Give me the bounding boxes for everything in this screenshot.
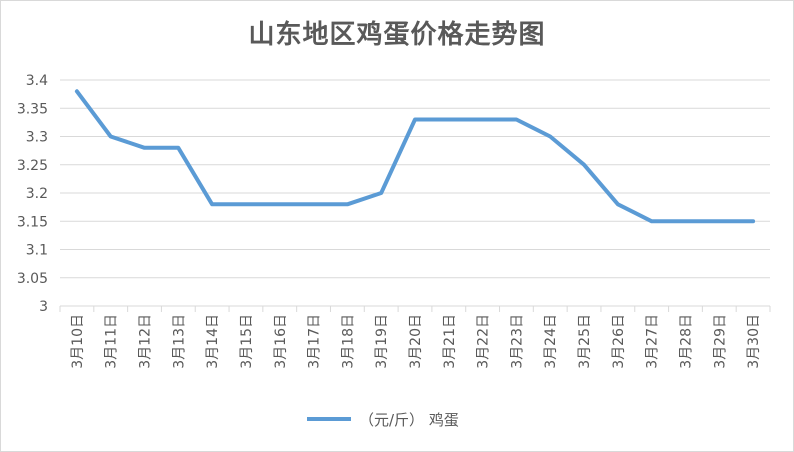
y-tick-label: 3.3 (26, 130, 48, 146)
y-tick-label: 3.1 (26, 243, 48, 259)
x-tick-label: 3月28日 (678, 314, 694, 369)
y-tick-label: 3.35 (17, 101, 48, 117)
x-tick-label: 3月11日 (104, 314, 120, 369)
x-tick-label: 3月19日 (374, 314, 390, 369)
x-tick-label: 3月10日 (70, 314, 86, 369)
x-tick-label: 3月22日 (476, 314, 492, 369)
x-tick-label: 3月20日 (408, 314, 424, 369)
x-tick-label: 3月23日 (509, 314, 525, 369)
x-tick-label: 3月12日 (138, 314, 154, 369)
x-tick-label: 3月24日 (543, 314, 559, 369)
x-tick-label: 3月18日 (340, 314, 356, 369)
x-tick-label: 3月27日 (645, 314, 661, 369)
x-tick-label: 3月14日 (205, 314, 221, 369)
y-tick-label: 3 (39, 299, 48, 315)
legend-label: （元/斤） 鸡蛋 (359, 410, 459, 429)
y-tick-label: 3.05 (17, 271, 48, 287)
x-tick-label: 3月26日 (611, 314, 627, 369)
y-tick-label: 3.15 (17, 214, 48, 230)
x-tick-label: 3月15日 (239, 314, 255, 369)
x-tick-label: 3月21日 (442, 314, 458, 369)
y-tick-label: 3.25 (17, 158, 48, 174)
y-tick-label: 3.4 (26, 73, 48, 89)
chart-title: 山东地区鸡蛋价格走势图 (248, 20, 546, 50)
x-tick-label: 3月30日 (746, 314, 762, 369)
x-tick-label: 3月25日 (577, 314, 593, 369)
chart-legend: （元/斤） 鸡蛋 (307, 407, 459, 431)
legend-swatch (307, 417, 351, 421)
y-tick-label: 3.2 (26, 186, 48, 202)
x-tick-label: 3月13日 (171, 314, 187, 369)
x-tick-label: 3月17日 (307, 314, 323, 369)
x-tick-label: 3月16日 (273, 314, 289, 369)
series-line (74, 89, 756, 224)
x-tick-label: 3月29日 (712, 314, 728, 369)
